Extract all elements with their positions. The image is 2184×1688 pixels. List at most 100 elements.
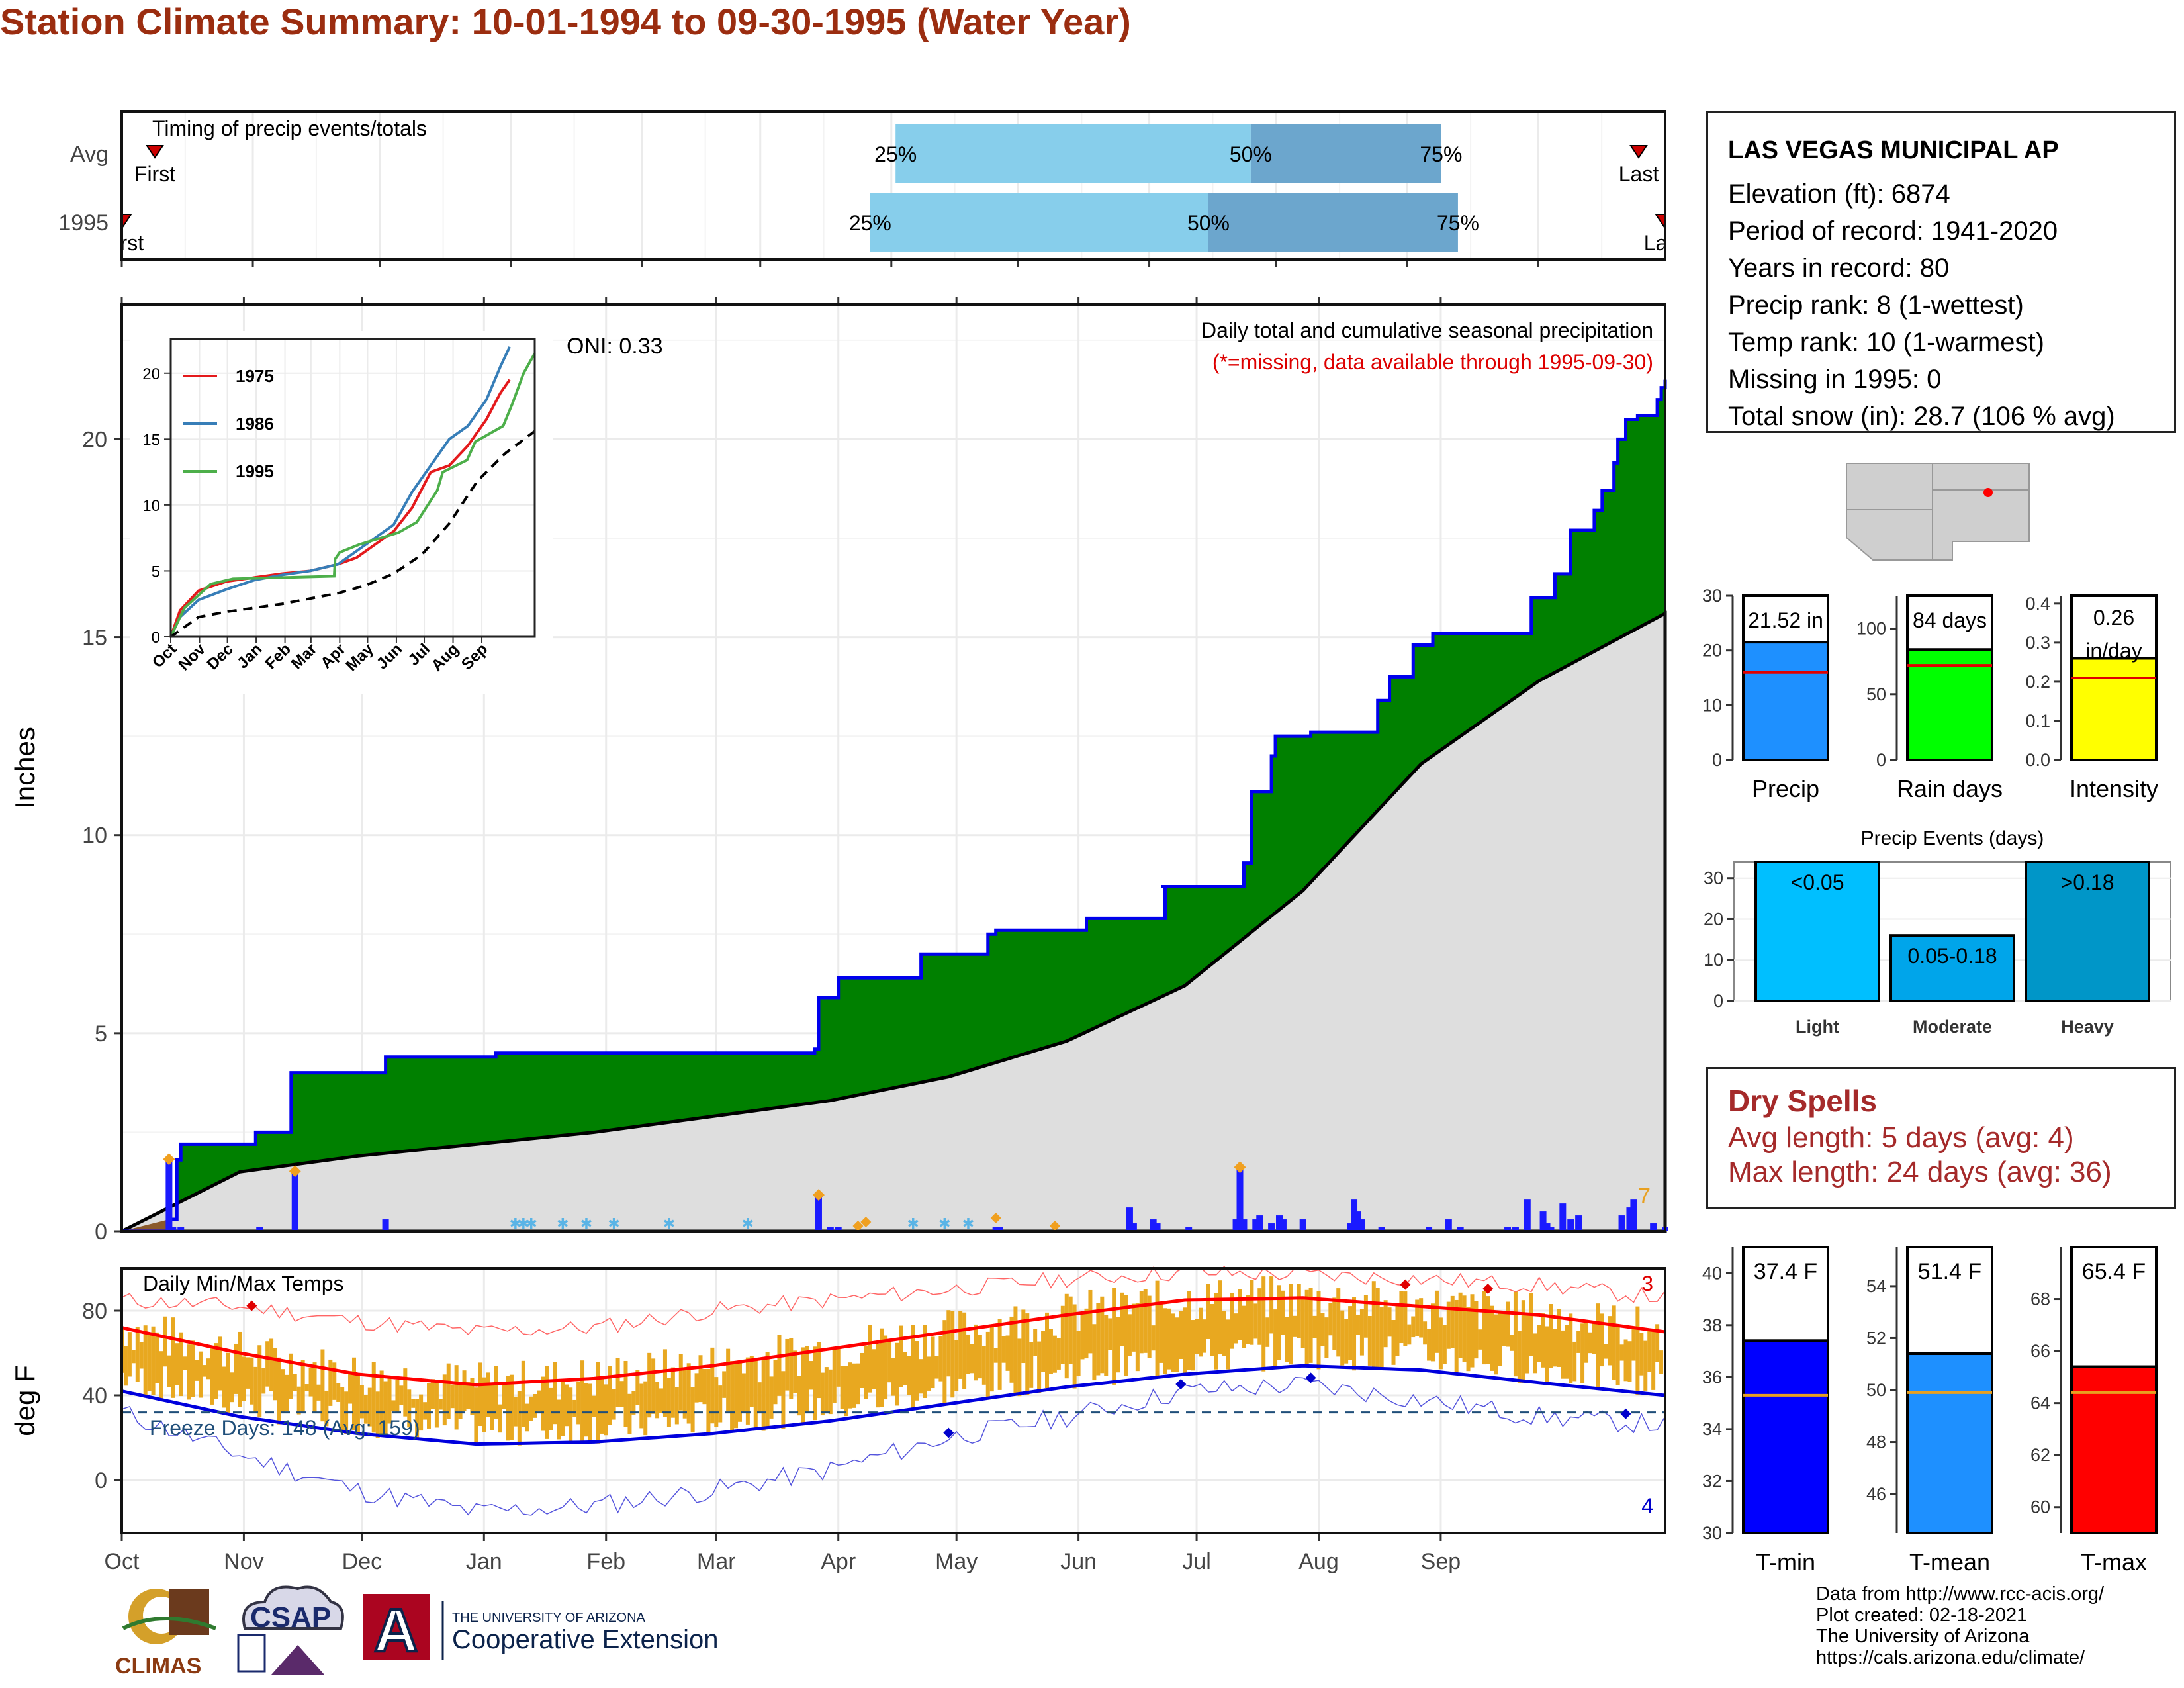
daily-temp-bar — [1155, 1280, 1160, 1376]
avg-tmax-line — [121, 1296, 1666, 1387]
total-intensity-ytick-label: 0.4 — [2025, 594, 2050, 614]
daily-precip-bar — [1358, 1219, 1365, 1231]
daily-temp-bar — [1072, 1304, 1077, 1389]
daily-temp-bar — [1557, 1309, 1561, 1367]
temp-xtick-label: Nov — [224, 1549, 263, 1574]
precip-events-bar-label: 0.05-0.18 — [1907, 944, 1997, 968]
daily-temp-bar — [1513, 1291, 1518, 1377]
daily-temp-bar — [726, 1348, 731, 1412]
daily-temp-bar — [1631, 1327, 1636, 1361]
daily-temp-bar — [1056, 1338, 1061, 1370]
timing-bar-q50-q75 — [1250, 124, 1441, 183]
precip-ytick-label: 15 — [82, 626, 107, 651]
total-precip-ytick-label: 10 — [1702, 695, 1722, 715]
daily-temp-bar — [678, 1354, 683, 1411]
daily-temp-bar — [1399, 1291, 1404, 1344]
inset-ytick-label: 0 — [152, 629, 160, 647]
daily-temp-bar — [615, 1358, 620, 1407]
heavy-precip-marker — [163, 1153, 175, 1166]
daily-temp-bar — [1127, 1314, 1132, 1356]
timing-q75-label: 75% — [1437, 211, 1479, 235]
first-marker — [146, 145, 164, 159]
temp-mean-ytick-label: 52 — [1866, 1328, 1886, 1348]
daily-temp-bar — [206, 1358, 210, 1380]
daily-temp-bar — [1273, 1309, 1278, 1369]
daily-temp-bar — [1037, 1341, 1042, 1393]
oni-annotation: ONI: 0.33 — [567, 334, 663, 359]
daily-temp-bar — [1210, 1304, 1214, 1356]
daily-temp-bar — [1478, 1329, 1482, 1350]
precip-marker — [990, 1213, 1001, 1224]
daily-temp-bar — [1029, 1342, 1034, 1388]
daily-temp-bar — [1171, 1313, 1175, 1372]
daily-temp-bar — [608, 1366, 612, 1425]
daily-temp-bar — [139, 1342, 144, 1369]
inset-legend-label: 1995 — [236, 461, 274, 481]
daily-precip-bar — [1150, 1219, 1157, 1231]
daily-temp-bar — [1529, 1293, 1533, 1356]
daily-temp-bar — [572, 1399, 577, 1417]
daily-temp-bar — [844, 1366, 848, 1417]
daily-temp-bar — [623, 1360, 628, 1427]
daily-temp-bar — [856, 1363, 860, 1405]
daily-temp-bar — [596, 1362, 600, 1444]
timing-right-mask — [1666, 111, 1700, 259]
daily-precip-bar — [1567, 1219, 1574, 1231]
daily-temp-bar — [1383, 1300, 1388, 1348]
daily-temp-bar — [1328, 1303, 1333, 1336]
heavy-precip-marker — [812, 1189, 825, 1201]
daily-temp-bar — [1163, 1308, 1167, 1374]
timing-q50-label: 50% — [1230, 142, 1272, 166]
daily-temp-bar — [462, 1370, 467, 1411]
daily-temp-bar — [340, 1387, 345, 1433]
credit-line: Plot created: 02-18-2021 — [1816, 1605, 2028, 1626]
daily-temp-bar — [1001, 1336, 1006, 1363]
daily-temp-bar — [1033, 1329, 1038, 1356]
station-precip-rank: Precip rank: 8 (1-wettest) — [1728, 291, 2024, 320]
daily-temp-bar — [1052, 1335, 1057, 1373]
daily-temp-bar — [1246, 1295, 1250, 1344]
daily-temp-bar — [576, 1381, 581, 1425]
daily-precip-bar — [1457, 1227, 1464, 1231]
daily-temp-bar — [300, 1360, 305, 1412]
timing-left-mask — [0, 111, 120, 259]
intensity-value-label: 0.26 — [2093, 606, 2134, 630]
snow-marker: ✱ — [663, 1215, 675, 1232]
temp-min-ytick-label: 38 — [1702, 1315, 1722, 1335]
daily-temp-bar — [1427, 1329, 1432, 1361]
daily-temp-bar — [427, 1383, 432, 1429]
daily-temp-bar — [277, 1357, 281, 1425]
station-years: Years in record: 80 — [1728, 254, 1950, 283]
daily-temp-bar — [1332, 1297, 1337, 1350]
heavy-precip-marker — [1234, 1161, 1246, 1174]
daily-temp-bar — [1367, 1315, 1372, 1366]
daily-temp-bar — [981, 1346, 986, 1385]
temp-xtick-label: Jan — [466, 1549, 502, 1574]
snow-marker: ✱ — [907, 1215, 919, 1232]
daily-temp-bar — [588, 1383, 592, 1444]
record-high-marker — [246, 1300, 257, 1311]
daily-temp-bar — [175, 1343, 179, 1385]
precip-ytick-label: 10 — [82, 823, 107, 849]
daily-temp-bar — [359, 1385, 364, 1419]
inset-ytick-label: 10 — [142, 497, 160, 515]
daily-temp-bar — [171, 1317, 175, 1398]
daily-temp-bar — [600, 1376, 604, 1434]
daily-temp-bar — [1651, 1329, 1656, 1390]
inset-series-line — [169, 430, 536, 638]
total-precip-ytick-label: 30 — [1702, 586, 1722, 606]
temp-frame — [120, 1267, 1666, 1534]
daily-temp-bar — [706, 1368, 711, 1434]
daily-temp-bar — [419, 1394, 424, 1431]
daily-temp-bar — [1308, 1288, 1313, 1363]
temp-xtick-label: Jul — [1182, 1549, 1210, 1574]
daily-temp-bar — [1379, 1307, 1384, 1368]
daily-temp-bar — [1147, 1295, 1152, 1358]
timing-bar-q25-q50 — [870, 193, 1208, 252]
daily-temp-bar — [907, 1356, 911, 1395]
daily-temp-bar — [355, 1374, 360, 1435]
daily-temp-bar — [911, 1325, 915, 1410]
daily-temp-bar — [363, 1395, 368, 1424]
daily-temp-bar — [809, 1361, 813, 1390]
snow-marker: ✱ — [938, 1215, 950, 1232]
